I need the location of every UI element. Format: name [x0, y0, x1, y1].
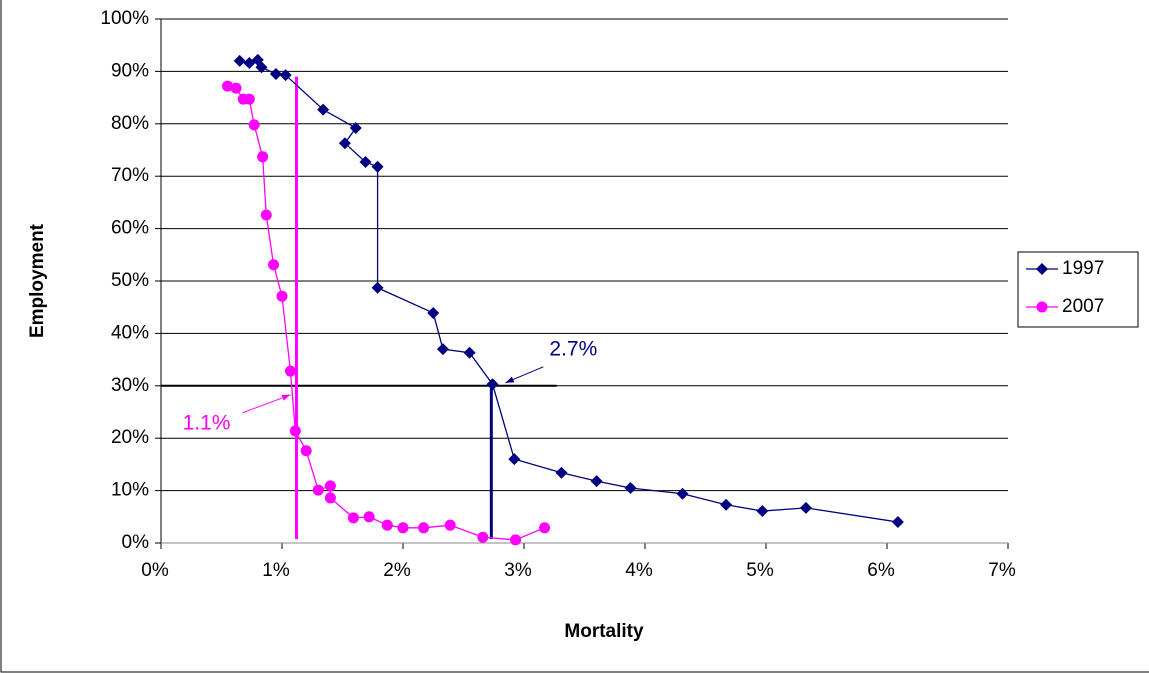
- x-tick-label: 3%: [504, 560, 532, 581]
- y-axis-title: Employment: [27, 223, 48, 338]
- data-point: [300, 445, 312, 457]
- data-point: [799, 501, 812, 514]
- legend-box: [1017, 251, 1139, 328]
- data-point: [269, 68, 282, 81]
- data-point: [324, 480, 336, 492]
- y-tick-label: 80%: [111, 113, 149, 134]
- data-point: [233, 54, 246, 67]
- data-point: [260, 209, 272, 221]
- data-point: [486, 378, 499, 391]
- y-tick-label: 40%: [111, 322, 149, 343]
- data-point: [891, 516, 904, 529]
- data-point: [289, 425, 301, 437]
- data-point: [279, 69, 292, 82]
- x-tick-label: 1%: [262, 560, 290, 581]
- data-point: [624, 481, 637, 494]
- data-point: [349, 121, 362, 134]
- y-tick-label: 60%: [111, 218, 149, 239]
- data-point: [720, 498, 733, 511]
- data-point: [676, 487, 689, 500]
- data-point: [436, 343, 449, 356]
- data-point: [324, 492, 336, 504]
- data-point: [268, 259, 280, 271]
- data-point: [463, 346, 476, 359]
- x-axis-title: Mortality: [564, 621, 644, 642]
- data-point: [284, 365, 296, 377]
- data-point: [555, 466, 568, 479]
- data-point: [359, 156, 372, 169]
- legend-label: 1997: [1062, 258, 1104, 279]
- annotation-label: 2.7%: [549, 337, 597, 360]
- y-tick-label: 0%: [122, 532, 150, 553]
- data-point: [257, 151, 269, 163]
- data-point: [756, 505, 769, 518]
- data-point: [317, 103, 330, 116]
- data-point: [255, 61, 268, 74]
- y-tick-label: 20%: [111, 427, 149, 448]
- data-point: [397, 522, 409, 534]
- y-tick-label: 50%: [111, 270, 149, 291]
- legend-marker: [1036, 301, 1048, 313]
- data-point: [248, 119, 260, 131]
- data-point: [371, 160, 384, 173]
- data-point: [338, 137, 351, 150]
- y-tick-label: 30%: [111, 375, 149, 396]
- x-tick-label: 0%: [141, 560, 169, 581]
- data-point: [381, 519, 393, 531]
- x-tick-label: 4%: [625, 560, 653, 581]
- annotation-label: 1.1%: [183, 411, 231, 434]
- data-point: [508, 453, 521, 466]
- annotation-arrow: [242, 394, 291, 414]
- data-point: [590, 475, 603, 488]
- data-point: [230, 82, 242, 94]
- data-point: [418, 522, 430, 534]
- x-tick-label: 5%: [746, 560, 774, 581]
- y-tick-label: 100%: [100, 8, 149, 29]
- legend-marker: [1036, 263, 1048, 275]
- data-point: [243, 93, 255, 105]
- data-point: [363, 511, 375, 523]
- data-point: [347, 512, 359, 524]
- data-point: [371, 281, 384, 294]
- data-point: [427, 306, 440, 319]
- data-point: [276, 290, 288, 302]
- y-tick-label: 90%: [111, 60, 149, 81]
- y-tick-label: 70%: [111, 165, 149, 186]
- arrow-head: [281, 394, 291, 401]
- data-point: [477, 531, 489, 543]
- data-point: [444, 519, 456, 531]
- arrow-head: [505, 376, 515, 383]
- data-point: [312, 484, 324, 496]
- data-point: [222, 80, 234, 92]
- legend-label: 2007: [1062, 296, 1104, 317]
- x-tick-label: 6%: [867, 560, 895, 581]
- y-tick-label: 10%: [111, 480, 149, 501]
- x-tick-label: 7%: [988, 560, 1016, 581]
- x-tick-label: 2%: [383, 560, 411, 581]
- data-point: [539, 522, 551, 534]
- data-point: [510, 534, 522, 546]
